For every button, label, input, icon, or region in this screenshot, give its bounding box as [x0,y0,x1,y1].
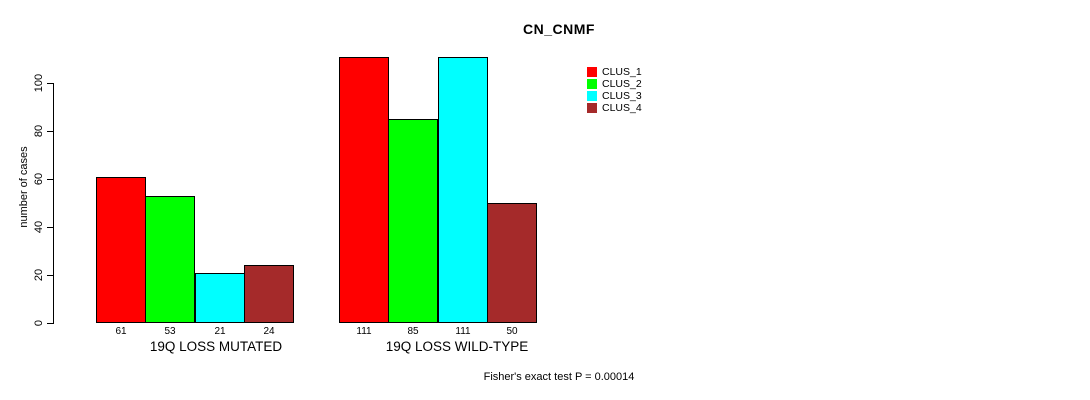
legend-swatch-clus_1 [587,67,597,77]
y-axis-tick [47,227,54,228]
y-axis-tick-label: 20 [33,268,45,282]
legend-label-clus_1: CLUS_1 [602,66,642,78]
bar-value-label: 53 [164,326,176,337]
bar-value-label: 111 [455,326,471,337]
bar-clus_4-group2 [487,203,537,323]
bar-clus_1-group1 [96,177,146,323]
legend-swatch-clus_4 [587,103,597,113]
y-axis-tick [47,323,54,324]
y-axis-tick-label: 40 [33,220,45,234]
bar-value-label: 111 [356,326,372,337]
legend-label-clus_2: CLUS_2 [602,78,642,90]
bar-clus_1-group2 [339,57,389,323]
x-group-label: 19Q LOSS MUTATED [149,339,283,354]
bar-clus_2-group2 [388,119,438,323]
bar-clus_4-group1 [244,265,294,323]
bar-value-label: 85 [407,326,419,337]
legend-label-clus_3: CLUS_3 [602,90,642,102]
bar-value-label: 24 [263,326,275,337]
y-axis-tick [47,275,54,276]
legend-item-clus_4: CLUS_4 [587,102,707,114]
chart-title: CN_CNMF [523,21,595,37]
y-axis-tick-label: 0 [33,319,45,327]
bar-clus_2-group1 [145,196,195,323]
x-group-label: 19Q LOSS WILD-TYPE [385,339,529,354]
y-axis-tick [47,179,54,180]
y-axis-tick [47,83,54,84]
bar-clus_3-group1 [195,273,245,323]
fisher-test-annotation: Fisher's exact test P = 0.00014 [483,371,635,383]
bar-value-label: 61 [115,326,127,337]
bar-value-label: 21 [214,326,226,337]
legend-swatch-clus_2 [587,79,597,89]
y-axis-tick-label: 60 [33,172,45,186]
y-axis-title: number of cases [18,146,30,228]
bar-clus_3-group2 [438,57,488,323]
y-axis-tick-label: 80 [33,124,45,138]
legend-item-clus_2: CLUS_2 [587,78,707,90]
legend-label-clus_4: CLUS_4 [602,102,642,114]
legend-item-clus_1: CLUS_1 [587,66,707,78]
y-axis-tick-label: 100 [33,73,45,93]
y-axis-tick [47,131,54,132]
legend: CLUS_1 CLUS_2 CLUS_3 CLUS_4 [587,66,707,118]
bar-value-label: 50 [506,326,518,337]
y-axis [53,83,54,323]
legend-swatch-clus_3 [587,91,597,101]
legend-item-clus_3: CLUS_3 [587,90,707,102]
